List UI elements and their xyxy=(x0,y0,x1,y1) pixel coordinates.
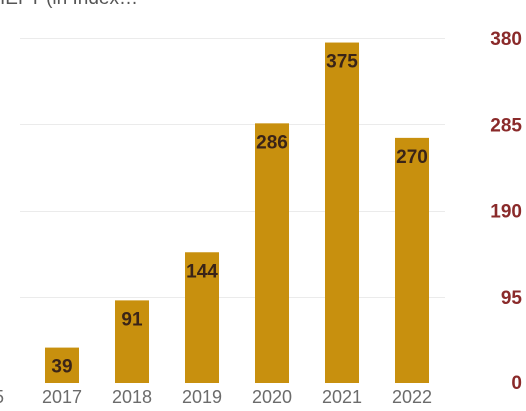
x-axis-ticks: 5 2017 2018 2019 2020 2021 2022 xyxy=(0,387,432,407)
x-tick-edge: 5 xyxy=(0,387,4,407)
chart-title: IEFT (in Index… xyxy=(0,0,138,9)
x-tick-2021: 2021 xyxy=(322,387,362,407)
bar-2019 xyxy=(185,252,219,383)
y-tick-95: 95 xyxy=(501,288,523,309)
data-label-2022: 270 xyxy=(396,147,428,168)
bar-2021 xyxy=(325,42,359,383)
y-axis-ticks: 0 95 190 285 380 xyxy=(490,29,522,394)
y-tick-0: 0 xyxy=(511,373,522,394)
data-label-2021: 375 xyxy=(326,52,358,73)
data-label-2019: 144 xyxy=(186,261,218,282)
x-tick-2020: 2020 xyxy=(252,387,292,407)
x-tick-2022: 2022 xyxy=(392,387,432,407)
y-tick-285: 285 xyxy=(490,115,522,136)
bar-2020 xyxy=(255,123,289,383)
data-label-2020: 286 xyxy=(256,132,288,153)
grid-lines xyxy=(20,38,445,298)
bar-2022 xyxy=(395,137,429,383)
y-tick-190: 190 xyxy=(490,202,522,223)
data-label-2018: 91 xyxy=(121,309,143,330)
x-tick-2019: 2019 xyxy=(182,387,222,407)
bars xyxy=(45,42,429,383)
x-tick-2017: 2017 xyxy=(42,387,82,407)
y-tick-380: 380 xyxy=(490,29,522,50)
data-labels: 39 91 144 286 375 270 xyxy=(51,52,427,378)
x-tick-2018: 2018 xyxy=(112,387,152,407)
data-label-2017: 39 xyxy=(51,357,72,378)
bar-2018 xyxy=(115,300,149,383)
bar-2017 xyxy=(45,347,79,383)
